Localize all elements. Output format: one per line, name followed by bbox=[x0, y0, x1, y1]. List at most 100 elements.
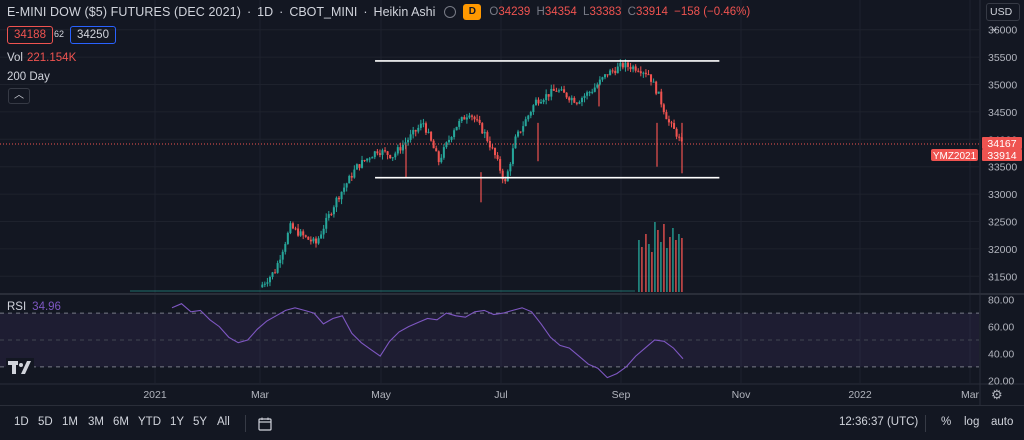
chart-style-label[interactable]: Heikin Ashi bbox=[373, 5, 436, 19]
candle-body bbox=[621, 63, 624, 68]
candle-body bbox=[665, 112, 668, 120]
candle-body bbox=[463, 117, 466, 120]
candle-body bbox=[422, 123, 425, 125]
candle-body bbox=[366, 158, 369, 161]
range-button-5d[interactable]: 5D bbox=[38, 416, 53, 428]
candle-body bbox=[524, 119, 527, 127]
bottom-toolbar: 1D 5D 1M 3M 6M YTD 1Y 5Y All 12:36:37 (U… bbox=[0, 405, 1024, 440]
clock-display[interactable]: 12:36:37 (UTC) bbox=[839, 416, 919, 428]
interval-label[interactable]: 1D bbox=[257, 5, 274, 19]
range-button-1d[interactable]: 1D bbox=[14, 416, 29, 428]
price-tick-label: 35000 bbox=[988, 80, 1017, 92]
toolbar-divider bbox=[245, 415, 246, 432]
gear-icon[interactable]: ⚙ bbox=[991, 387, 1003, 402]
candle-body bbox=[391, 157, 394, 159]
candle-body bbox=[345, 183, 348, 188]
candle-body bbox=[468, 115, 471, 118]
candle-body bbox=[358, 164, 361, 168]
candle-body bbox=[591, 91, 594, 93]
candle-body bbox=[335, 197, 338, 208]
candle-body bbox=[450, 137, 453, 140]
candle-body bbox=[361, 160, 364, 168]
candle-body bbox=[552, 88, 555, 91]
candle-body bbox=[399, 147, 402, 151]
currency-selector[interactable]: USD ⌄ bbox=[986, 3, 1020, 34]
volume-value: 221.154K bbox=[27, 52, 77, 64]
rsi-tick-label: 60.00 bbox=[988, 322, 1014, 334]
candle-body bbox=[529, 111, 532, 116]
volume-legend[interactable]: Vol 221.154K bbox=[7, 52, 76, 64]
candle-body bbox=[312, 238, 315, 242]
market-status-icon[interactable] bbox=[443, 4, 461, 20]
time-tick-label: Mar bbox=[251, 389, 270, 401]
candle-body bbox=[560, 89, 563, 91]
range-button-1m[interactable]: 1M bbox=[62, 416, 78, 428]
candle-body bbox=[337, 197, 341, 200]
symbol-tag-text: YMZ2021 bbox=[933, 151, 977, 162]
candle-body bbox=[575, 102, 578, 104]
candle-body bbox=[363, 160, 366, 162]
candle-body bbox=[603, 74, 607, 78]
rsi-label: RSI bbox=[7, 301, 27, 313]
candle-body bbox=[309, 239, 312, 242]
candle-body bbox=[473, 116, 476, 120]
ma-legend[interactable]: 200 Day bbox=[7, 71, 50, 83]
rsi-legend[interactable]: RSI 34.96 bbox=[7, 301, 61, 313]
candle-body bbox=[545, 94, 548, 100]
candle-body bbox=[317, 238, 320, 244]
candle-body bbox=[534, 99, 537, 106]
candle-body bbox=[483, 132, 486, 134]
candle-body bbox=[396, 147, 399, 154]
candle-body bbox=[465, 117, 468, 120]
log-toggle[interactable]: log bbox=[964, 416, 980, 428]
candle-body bbox=[637, 70, 640, 72]
candle-body bbox=[401, 144, 404, 151]
volume-bar bbox=[660, 242, 662, 292]
candle-body bbox=[409, 134, 412, 140]
time-tick-label: Jul bbox=[494, 389, 507, 401]
candle-body bbox=[673, 123, 676, 129]
candle-body bbox=[614, 70, 617, 74]
candle-body bbox=[573, 97, 576, 103]
candle-body bbox=[419, 123, 422, 128]
time-tick-label: Mar bbox=[961, 389, 980, 401]
candle-body bbox=[294, 228, 297, 230]
rsi-tick-label: 80.00 bbox=[988, 295, 1014, 307]
range-button-ytd[interactable]: YTD bbox=[138, 416, 161, 428]
price-tick-label: 31500 bbox=[988, 271, 1017, 283]
chart-canvas[interactable]: 3600035500350003450034000335003300032500… bbox=[0, 0, 1024, 405]
range-button-5y[interactable]: 5Y bbox=[193, 416, 208, 428]
candle-body bbox=[667, 119, 670, 123]
range-button-1y[interactable]: 1Y bbox=[170, 416, 185, 428]
collapse-legend-button[interactable]: ︿ bbox=[8, 88, 30, 104]
close-value: 33914 bbox=[635, 6, 668, 18]
volume-bar bbox=[672, 228, 674, 292]
percent-toggle[interactable]: % bbox=[941, 416, 952, 428]
candle-body bbox=[394, 153, 397, 158]
candle-body bbox=[493, 148, 497, 156]
price-tick-label: 33500 bbox=[988, 162, 1017, 174]
candle-body bbox=[624, 62, 627, 68]
symbol-tag bbox=[931, 149, 978, 161]
candle-body bbox=[447, 139, 451, 143]
candle-body bbox=[596, 84, 599, 88]
candle-body bbox=[330, 214, 333, 216]
candle-body bbox=[491, 147, 494, 149]
sell-price-button[interactable]: 34188 bbox=[7, 26, 53, 44]
candle-body bbox=[325, 217, 328, 229]
range-button-all[interactable]: All bbox=[217, 416, 230, 428]
buy-price-button[interactable]: 34250 bbox=[70, 26, 116, 44]
time-tick-label: Nov bbox=[732, 389, 751, 401]
candle-body bbox=[522, 126, 525, 132]
range-button-6m[interactable]: 6M bbox=[113, 416, 129, 428]
auto-toggle[interactable]: auto bbox=[991, 416, 1014, 428]
volume-bar bbox=[666, 248, 668, 292]
delay-badge[interactable]: D bbox=[463, 4, 482, 20]
candle-body bbox=[476, 119, 479, 121]
ma-price-flag bbox=[982, 137, 1022, 149]
date-range-icon[interactable] bbox=[257, 416, 273, 435]
candle-body bbox=[675, 128, 678, 137]
symbol-title[interactable]: E-MINI DOW ($5) FUTURES (DEC 2021) bbox=[7, 5, 241, 19]
range-button-3m[interactable]: 3M bbox=[88, 416, 104, 428]
candle-body bbox=[279, 259, 282, 264]
